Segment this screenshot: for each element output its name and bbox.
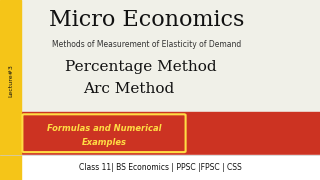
Text: Formulas and Numerical: Formulas and Numerical bbox=[47, 123, 161, 132]
Bar bbox=[0, 0, 21, 180]
Text: Class 11| BS Economics | PPSC |FPSC | CSS: Class 11| BS Economics | PPSC |FPSC | CS… bbox=[79, 163, 241, 172]
Bar bbox=[21, 0, 320, 112]
Text: Micro Economics: Micro Economics bbox=[49, 9, 244, 31]
Bar bbox=[21, 112, 320, 155]
Text: Lecture#3: Lecture#3 bbox=[8, 65, 13, 97]
Text: Examples: Examples bbox=[82, 138, 126, 147]
Bar bbox=[0, 155, 320, 180]
Text: Percentage Method: Percentage Method bbox=[65, 60, 216, 74]
Text: Arc Method: Arc Method bbox=[83, 82, 174, 96]
Text: Methods of Measurement of Elasticity of Demand: Methods of Measurement of Elasticity of … bbox=[52, 40, 241, 49]
